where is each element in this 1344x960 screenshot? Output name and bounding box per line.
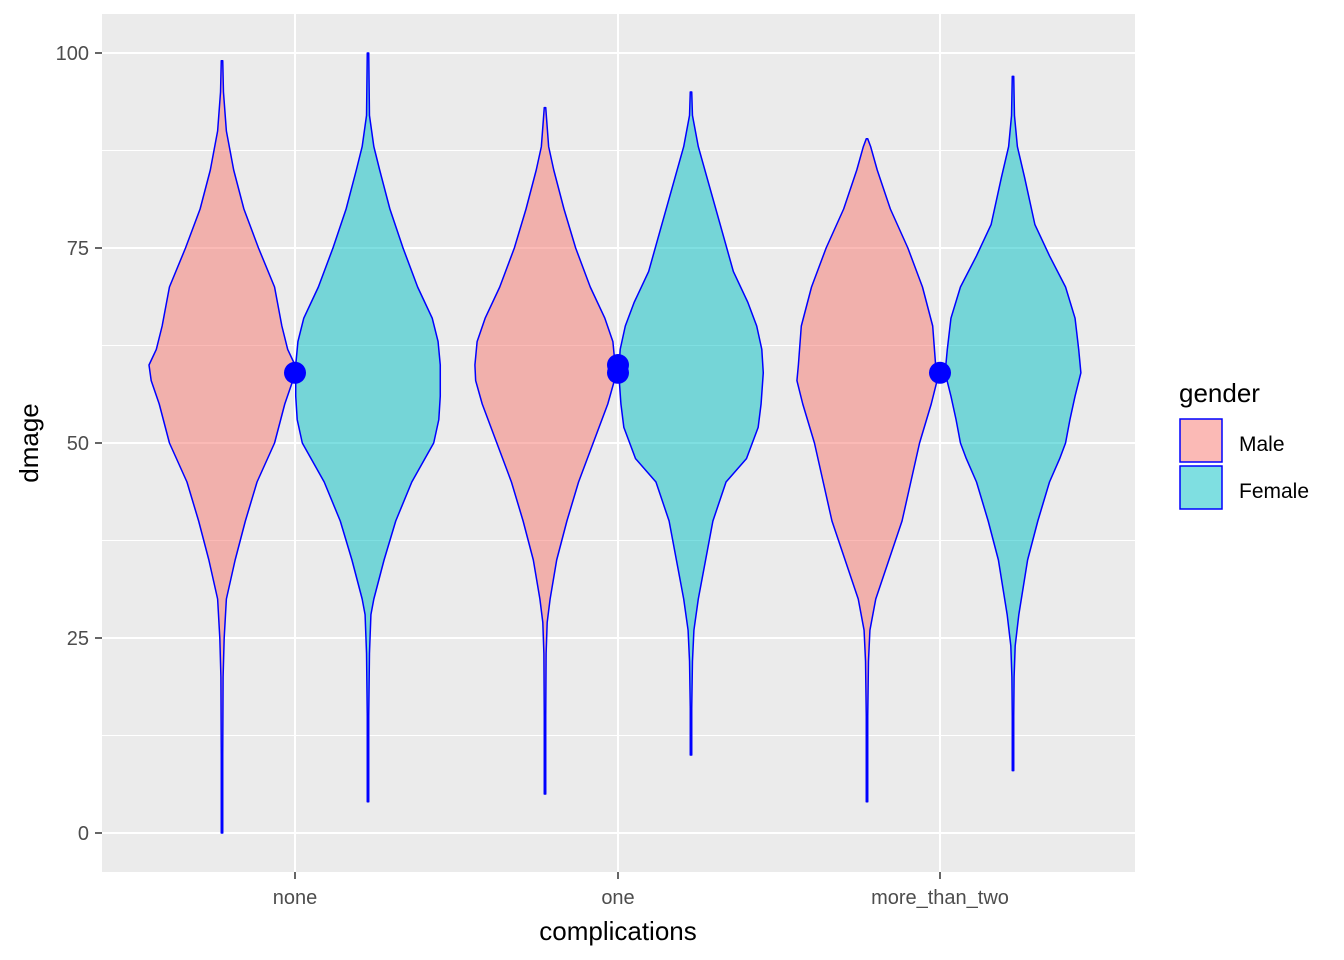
legend: gender Male Female	[1179, 378, 1309, 510]
legend-key-female	[1179, 465, 1223, 510]
median-point-one	[607, 354, 629, 376]
x-tick-label: none	[273, 887, 318, 909]
violin-male-none	[148, 60, 296, 834]
violin-male-one	[474, 106, 616, 795]
x-axis-ticks: none one more_than_two	[273, 872, 1009, 909]
legend-title: gender	[1179, 378, 1260, 408]
violins	[148, 52, 1082, 834]
violin-female-more_than_two	[944, 75, 1082, 772]
legend-label-male: Male	[1239, 433, 1285, 456]
median-points	[284, 354, 951, 384]
y-tick-label: 100	[56, 43, 89, 65]
y-tick-label: 25	[67, 628, 89, 650]
y-tick-label: 75	[67, 238, 89, 260]
x-tick-label: more_than_two	[871, 887, 1009, 909]
median-point-none	[284, 361, 306, 384]
y-tick-label: 50	[67, 433, 89, 455]
violin-female-one	[617, 91, 765, 756]
violin-male-more_than_two	[796, 138, 938, 803]
x-tick-label: one	[601, 887, 634, 909]
x-axis-title: complications	[539, 916, 697, 946]
violin-female-none	[294, 52, 442, 803]
legend-label-female: Female	[1239, 480, 1309, 503]
y-axis-title: dmage	[14, 403, 44, 483]
median-point-more_than_two	[929, 361, 951, 384]
y-tick-label: 0	[78, 823, 89, 845]
legend-key-male	[1179, 418, 1223, 463]
y-axis-ticks: 0 25 50 75 100	[56, 43, 102, 845]
